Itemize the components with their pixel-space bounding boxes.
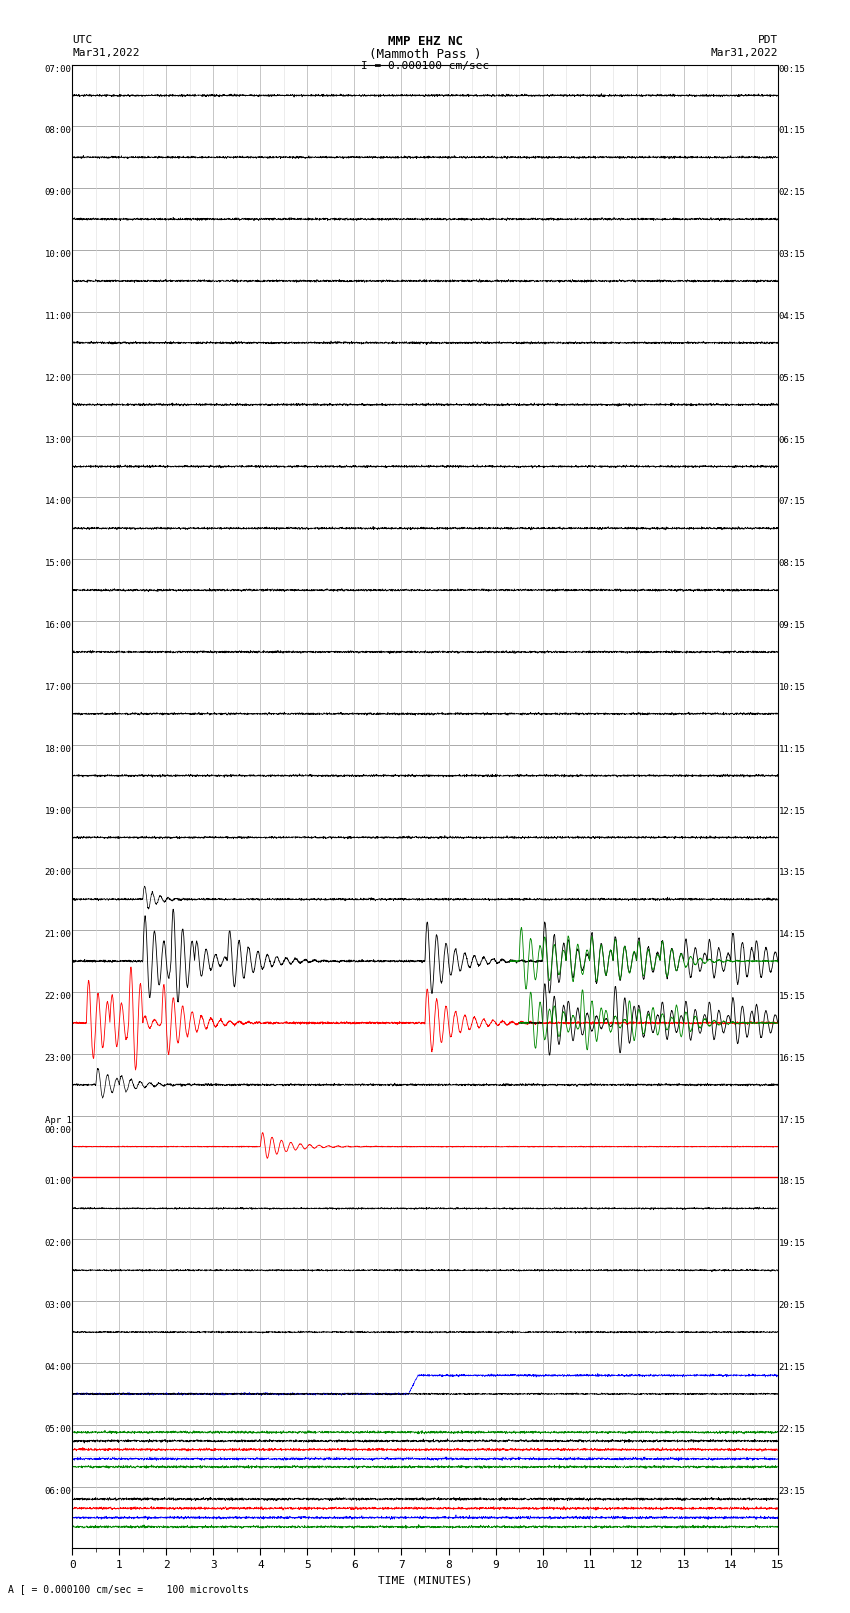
Text: 19:00: 19:00: [45, 806, 71, 816]
Text: 16:15: 16:15: [779, 1053, 805, 1063]
Text: 06:15: 06:15: [779, 436, 805, 445]
Text: 18:15: 18:15: [779, 1177, 805, 1187]
Text: 12:15: 12:15: [779, 806, 805, 816]
Text: A [ = 0.000100 cm/sec =    100 microvolts: A [ = 0.000100 cm/sec = 100 microvolts: [8, 1584, 249, 1594]
Text: 00:15: 00:15: [779, 65, 805, 74]
Text: 16:00: 16:00: [45, 621, 71, 631]
Text: 22:15: 22:15: [779, 1424, 805, 1434]
X-axis label: TIME (MINUTES): TIME (MINUTES): [377, 1576, 473, 1586]
Text: 20:00: 20:00: [45, 868, 71, 877]
Text: 04:15: 04:15: [779, 311, 805, 321]
Text: 01:00: 01:00: [45, 1177, 71, 1187]
Text: 02:15: 02:15: [779, 189, 805, 197]
Text: 13:00: 13:00: [45, 436, 71, 445]
Text: 09:15: 09:15: [779, 621, 805, 631]
Text: 11:00: 11:00: [45, 311, 71, 321]
Text: 21:00: 21:00: [45, 931, 71, 939]
Text: 07:15: 07:15: [779, 497, 805, 506]
Text: 15:15: 15:15: [779, 992, 805, 1002]
Text: 22:00: 22:00: [45, 992, 71, 1002]
Text: 07:00: 07:00: [45, 65, 71, 74]
Text: 08:15: 08:15: [779, 560, 805, 568]
Text: Mar31,2022: Mar31,2022: [72, 48, 139, 58]
Text: I = 0.000100 cm/sec: I = 0.000100 cm/sec: [361, 61, 489, 71]
Text: 09:00: 09:00: [45, 189, 71, 197]
Text: 20:15: 20:15: [779, 1302, 805, 1310]
Text: 06:00: 06:00: [45, 1487, 71, 1495]
Text: 21:15: 21:15: [779, 1363, 805, 1373]
Text: 23:15: 23:15: [779, 1487, 805, 1495]
Text: 05:00: 05:00: [45, 1424, 71, 1434]
Text: 14:00: 14:00: [45, 497, 71, 506]
Text: 08:00: 08:00: [45, 126, 71, 135]
Text: 19:15: 19:15: [779, 1239, 805, 1248]
Text: Apr 1
00:00: Apr 1 00:00: [45, 1116, 71, 1136]
Text: 18:00: 18:00: [45, 745, 71, 753]
Text: MMP EHZ NC: MMP EHZ NC: [388, 35, 462, 48]
Text: 23:00: 23:00: [45, 1053, 71, 1063]
Text: PDT: PDT: [757, 35, 778, 45]
Text: 15:00: 15:00: [45, 560, 71, 568]
Text: 03:15: 03:15: [779, 250, 805, 260]
Text: UTC: UTC: [72, 35, 93, 45]
Text: 01:15: 01:15: [779, 126, 805, 135]
Text: 17:15: 17:15: [779, 1116, 805, 1124]
Text: 04:00: 04:00: [45, 1363, 71, 1373]
Text: 11:15: 11:15: [779, 745, 805, 753]
Text: 12:00: 12:00: [45, 374, 71, 382]
Text: 10:00: 10:00: [45, 250, 71, 260]
Text: 17:00: 17:00: [45, 682, 71, 692]
Text: 14:15: 14:15: [779, 931, 805, 939]
Text: Mar31,2022: Mar31,2022: [711, 48, 778, 58]
Text: 02:00: 02:00: [45, 1239, 71, 1248]
Text: (Mammoth Pass ): (Mammoth Pass ): [369, 48, 481, 61]
Text: 03:00: 03:00: [45, 1302, 71, 1310]
Text: 13:15: 13:15: [779, 868, 805, 877]
Text: 05:15: 05:15: [779, 374, 805, 382]
Text: 10:15: 10:15: [779, 682, 805, 692]
